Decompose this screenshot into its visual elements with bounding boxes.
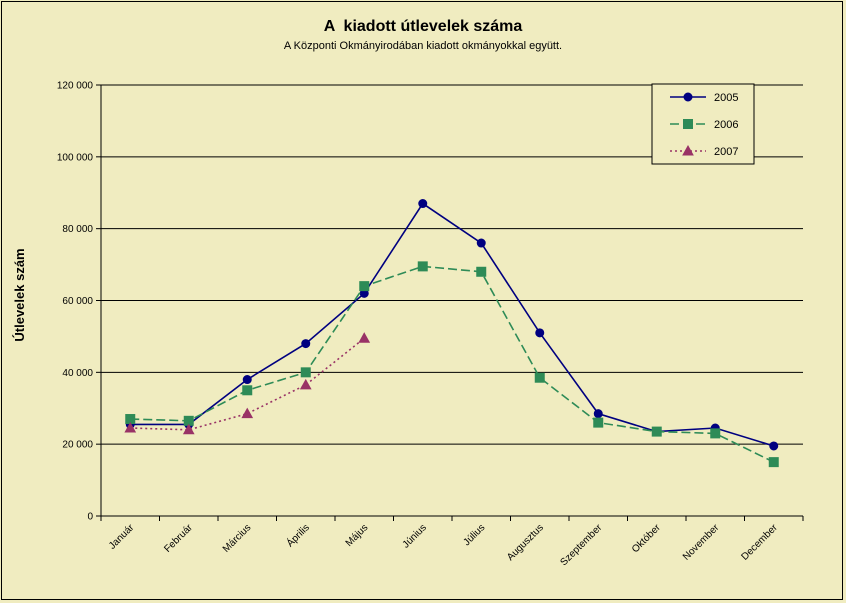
series-layer	[124, 199, 779, 468]
data-point	[418, 199, 428, 209]
series-2007	[124, 332, 371, 435]
legend-item-2007: 2007	[670, 144, 738, 158]
data-point	[417, 261, 428, 272]
x-tick-label: Szeptember	[558, 522, 604, 568]
data-point	[593, 409, 603, 419]
data-point	[300, 367, 311, 378]
y-tick-label: 0	[87, 512, 93, 523]
data-point	[593, 417, 604, 428]
data-point	[241, 407, 254, 419]
legend: 2005 2006 2007	[651, 83, 755, 165]
legend-label: 2007	[714, 146, 738, 158]
x-tick-label: Február	[162, 522, 195, 555]
data-point	[476, 238, 486, 248]
y-tick-label: 100 000	[57, 152, 94, 163]
data-point	[182, 423, 195, 435]
data-point	[301, 339, 311, 349]
x-tick-label: Január	[107, 522, 137, 552]
x-tick-label: November	[681, 522, 722, 563]
chart-subtitle: A Központi Okmányirodában kiadott okmány…	[283, 40, 563, 52]
data-point	[242, 385, 253, 396]
x-tick-label: Április	[283, 521, 311, 549]
data-point	[683, 119, 693, 129]
data-point	[359, 281, 370, 292]
data-point	[769, 441, 779, 451]
y-tick-label: 120 000	[57, 81, 94, 92]
data-point	[535, 328, 545, 338]
data-point	[768, 457, 779, 468]
x-tick-label: Június	[401, 522, 429, 550]
x-tick-label: Október	[630, 522, 663, 555]
y-axis-label: Útlevelek szám	[12, 248, 27, 341]
data-point	[124, 421, 137, 433]
data-point	[710, 428, 721, 439]
data-point	[682, 144, 694, 156]
data-point	[683, 92, 693, 102]
legend-item-2006: 2006	[670, 119, 738, 131]
y-tick-label: 60 000	[62, 296, 93, 307]
data-point	[476, 266, 487, 277]
data-point	[358, 332, 371, 343]
x-tick-label: Március	[221, 522, 254, 555]
data-point	[242, 375, 252, 385]
data-point	[299, 378, 312, 390]
series-line	[130, 265, 775, 463]
data-point	[534, 372, 545, 383]
x-tick-label: Május	[344, 522, 371, 549]
y-tick-label: 40 000	[62, 368, 93, 379]
axes	[96, 84, 804, 521]
y-tick-label: 80 000	[62, 224, 93, 235]
series-line	[130, 202, 774, 447]
x-tick-label: Július	[462, 522, 488, 548]
legend-item-2005: 2005	[670, 92, 738, 104]
data-point	[651, 426, 662, 437]
legend-label: 2005	[714, 92, 738, 104]
series-2005	[125, 199, 779, 451]
x-tick-label: December	[739, 522, 780, 563]
y-tick-label: 20 000	[62, 440, 93, 451]
legend-label: 2006	[714, 119, 738, 131]
series-2006	[125, 261, 779, 468]
chart-title: A kiadott útlevelek száma	[323, 18, 523, 35]
x-tick-label: Augusztus	[505, 522, 546, 563]
